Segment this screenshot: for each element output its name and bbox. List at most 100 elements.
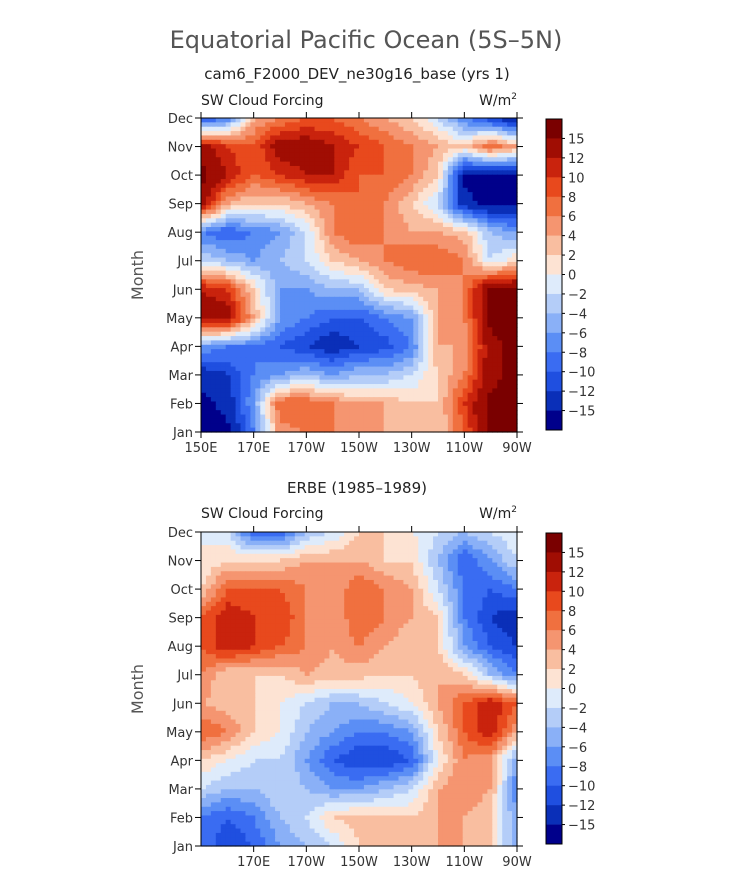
contour-cell bbox=[457, 231, 464, 237]
contour-cell bbox=[201, 213, 207, 219]
contour-cell bbox=[477, 174, 484, 180]
contour-cell bbox=[492, 301, 498, 307]
contour-cell bbox=[388, 388, 395, 394]
contour-cell bbox=[354, 536, 360, 542]
contour-cell bbox=[344, 366, 350, 372]
contour-cell bbox=[359, 131, 365, 137]
contour-cell bbox=[294, 165, 301, 171]
contour-cell bbox=[428, 196, 434, 202]
contour-cell bbox=[428, 148, 434, 154]
contour-cell bbox=[299, 353, 306, 359]
contour-cell bbox=[442, 227, 449, 232]
contour-cell bbox=[339, 139, 345, 145]
contour-cell bbox=[309, 397, 316, 403]
contour-cell bbox=[413, 222, 419, 228]
contour-cell bbox=[363, 187, 370, 193]
contour-cell bbox=[275, 340, 281, 346]
contour-cell bbox=[205, 205, 212, 211]
contour-cell bbox=[215, 183, 222, 189]
contour-cell bbox=[270, 349, 276, 355]
contour-cell bbox=[275, 283, 281, 289]
contour-cell bbox=[383, 379, 390, 385]
contour-cell bbox=[265, 152, 271, 158]
contour-cell bbox=[383, 370, 390, 376]
contour-cell bbox=[210, 139, 217, 145]
contour-cell bbox=[447, 270, 454, 276]
contour-cell bbox=[299, 152, 306, 158]
contour-cell bbox=[334, 200, 340, 206]
contour-cell bbox=[378, 410, 385, 416]
contour-cell bbox=[250, 205, 256, 211]
contour-cell bbox=[245, 401, 251, 407]
contour-cell bbox=[507, 353, 513, 359]
contour-cell bbox=[314, 266, 321, 272]
contour-cell bbox=[220, 283, 227, 289]
contour-cell bbox=[349, 192, 355, 198]
contour-cell bbox=[265, 222, 271, 228]
contour-cell bbox=[314, 301, 321, 307]
contour-cell bbox=[423, 126, 429, 132]
contour-cell bbox=[447, 253, 454, 259]
contour-cell bbox=[201, 296, 207, 302]
contour-cell bbox=[472, 296, 479, 302]
contour-cell bbox=[329, 148, 335, 154]
contour-cell bbox=[413, 309, 419, 315]
contour-cell bbox=[250, 283, 256, 289]
contour-cell bbox=[497, 231, 503, 237]
contour-cell bbox=[462, 148, 469, 154]
contour-cell bbox=[319, 209, 326, 215]
contour-cell bbox=[388, 301, 395, 307]
contour-cell bbox=[210, 384, 217, 389]
contour-cell bbox=[442, 218, 449, 224]
contour-cell bbox=[477, 200, 484, 206]
contour-cell bbox=[230, 139, 237, 145]
contour-cell bbox=[354, 366, 360, 372]
contour-cell bbox=[230, 157, 237, 163]
contour-cell bbox=[225, 392, 232, 398]
contour-cell bbox=[235, 309, 242, 315]
contour-cell bbox=[368, 275, 375, 280]
contour-cell bbox=[304, 118, 311, 123]
contour-cell bbox=[205, 327, 212, 333]
contour-cell bbox=[275, 279, 281, 285]
contour-cell bbox=[433, 144, 439, 150]
contour-cell bbox=[363, 340, 370, 346]
contour-cell bbox=[289, 318, 296, 324]
contour-cell bbox=[270, 257, 276, 263]
contour-cell bbox=[408, 331, 414, 337]
contour-cell bbox=[339, 536, 345, 542]
contour-cell bbox=[205, 165, 212, 171]
contour-cell bbox=[270, 161, 276, 167]
contour-cell bbox=[477, 540, 484, 546]
contour-cell bbox=[388, 318, 395, 324]
contour-cell bbox=[299, 384, 306, 389]
contour-cell bbox=[324, 213, 330, 219]
contour-cell bbox=[354, 200, 360, 206]
contour-cell bbox=[235, 327, 242, 333]
contour-cell bbox=[230, 318, 237, 324]
contour-cell bbox=[225, 397, 232, 403]
contour-cell bbox=[418, 392, 424, 398]
contour-cell bbox=[413, 161, 419, 167]
contour-cell bbox=[492, 405, 498, 411]
contour-cell bbox=[215, 292, 222, 298]
contour-cell bbox=[368, 540, 375, 546]
contour-cell bbox=[467, 353, 474, 359]
contour-cell bbox=[492, 248, 498, 254]
contour-cell bbox=[428, 122, 434, 128]
contour-cell bbox=[344, 144, 350, 150]
contour-cell bbox=[314, 144, 321, 150]
contour-cell bbox=[363, 301, 370, 307]
contour-cell bbox=[265, 370, 271, 376]
colorbar-swatch bbox=[546, 274, 562, 295]
contour-cell bbox=[428, 165, 434, 171]
contour-cell bbox=[235, 384, 242, 389]
contour-cell bbox=[334, 405, 340, 411]
contour-cell bbox=[482, 288, 488, 294]
contour-cell bbox=[512, 401, 518, 407]
contour-cell bbox=[294, 183, 301, 189]
contour-cell bbox=[201, 209, 207, 215]
contour-cell bbox=[363, 144, 370, 150]
contour-cell bbox=[304, 536, 311, 542]
contour-cell bbox=[482, 144, 488, 150]
